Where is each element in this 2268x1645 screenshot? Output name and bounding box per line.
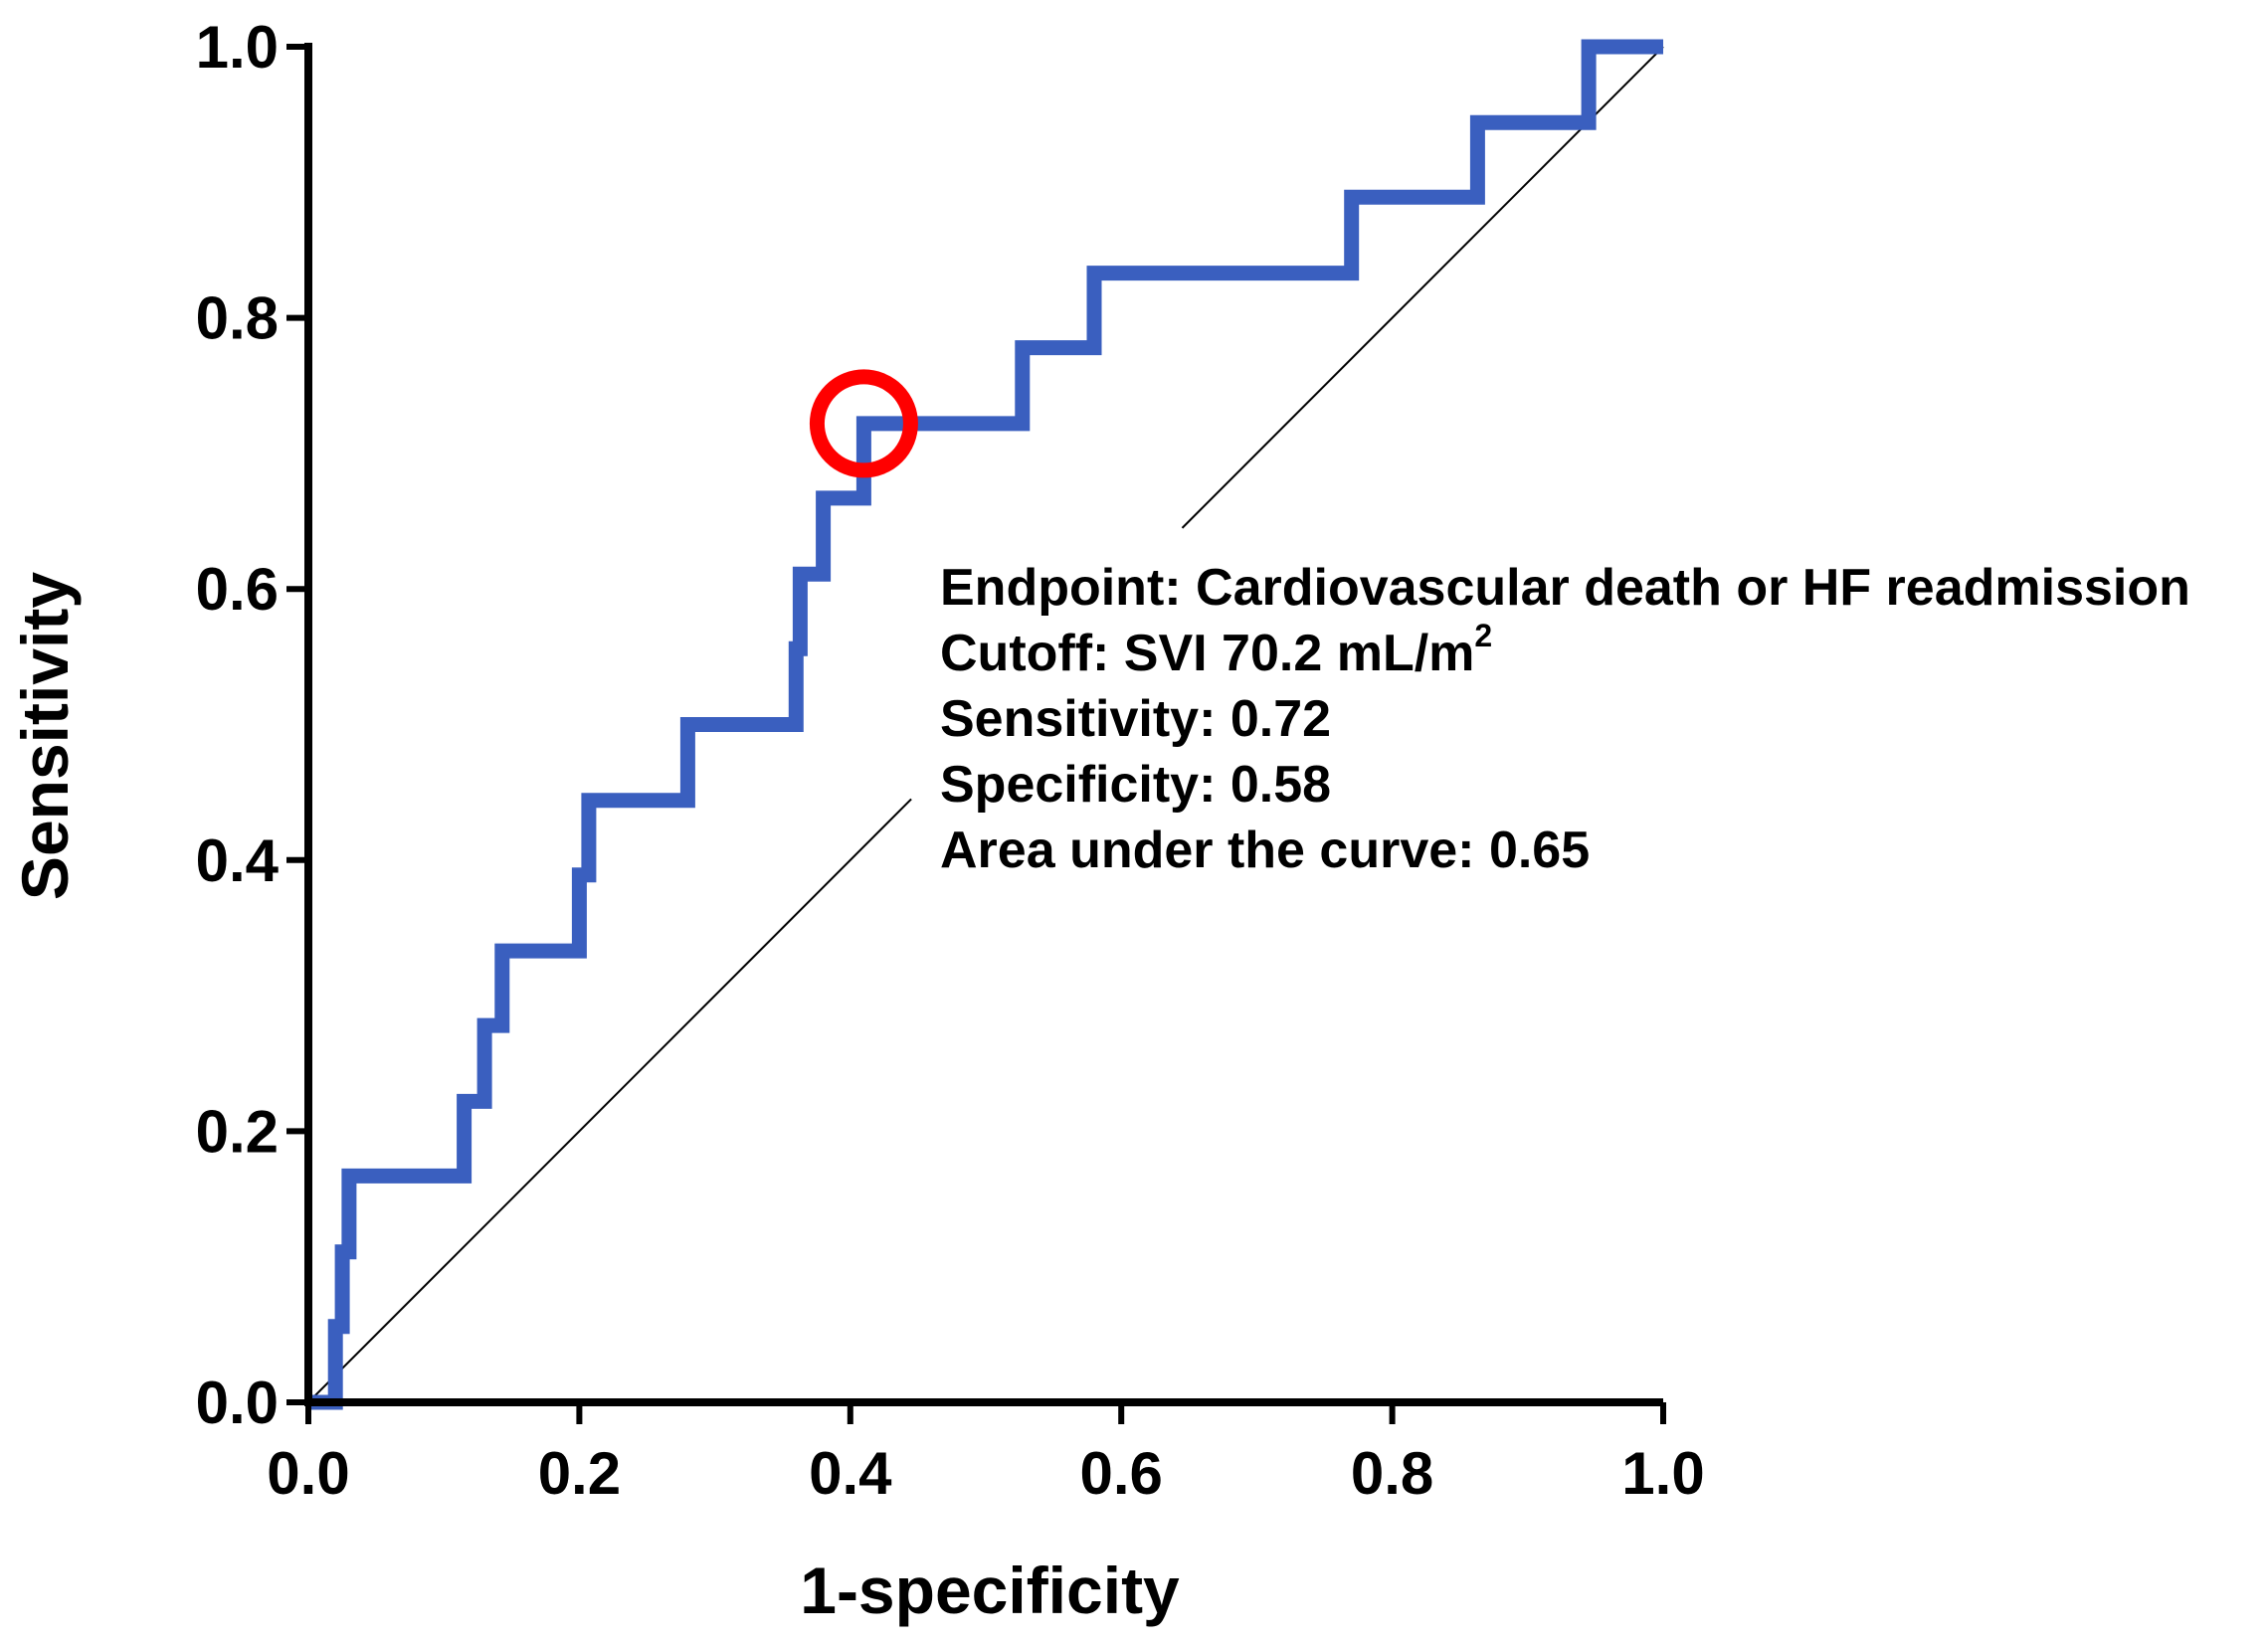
x-axis-ticks: 0.0 0.2 0.4 0.6 0.8 1.0 (267, 1402, 1705, 1507)
x-tick-label: 0.4 (809, 1440, 892, 1507)
cutoff-marker (809, 369, 918, 478)
annotation-box: Endpoint: Cardiovascular death or HF rea… (940, 559, 2190, 879)
annotation-auc: Area under the curve: 0.65 (940, 822, 1590, 879)
y-tick-label: 1.0 (196, 14, 279, 81)
y-tick-label: 0.2 (196, 1098, 279, 1165)
annotation-cutoff: Cutoff: SVI 70.2 mL/m2 (940, 618, 1492, 682)
y-tick-label: 0.4 (196, 827, 280, 894)
x-tick-label: 0.6 (1079, 1440, 1162, 1507)
annotation-sensitivity: Sensitivity: 0.72 (940, 690, 1331, 748)
y-tick-label: 0.8 (196, 285, 279, 352)
x-tick-label: 1.0 (1621, 1440, 1704, 1507)
y-tick-label: 0.0 (196, 1370, 279, 1436)
annotation-cutoff-text: Cutoff: SVI 70.2 mL/m (940, 625, 1474, 682)
x-tick-label: 0.2 (538, 1440, 621, 1507)
x-tick-label: 0.8 (1351, 1440, 1433, 1507)
annotation-specificity: Specificity: 0.58 (940, 756, 1331, 814)
x-axis-title: 1-specificity (800, 1554, 1180, 1627)
annotation-endpoint: Endpoint: Cardiovascular death or HF rea… (940, 559, 2190, 617)
y-tick-label: 0.6 (196, 556, 279, 623)
y-axis-ticks: 0.0 0.2 0.4 0.6 0.8 1.0 (196, 14, 308, 1436)
reference-line-segment (307, 798, 912, 1403)
y-axis-title: Sensitivity (8, 572, 82, 900)
x-tick-label: 0.0 (267, 1440, 349, 1507)
annotation-cutoff-superscript: 2 (1474, 618, 1492, 653)
roc-curve-series (308, 39, 1663, 1410)
